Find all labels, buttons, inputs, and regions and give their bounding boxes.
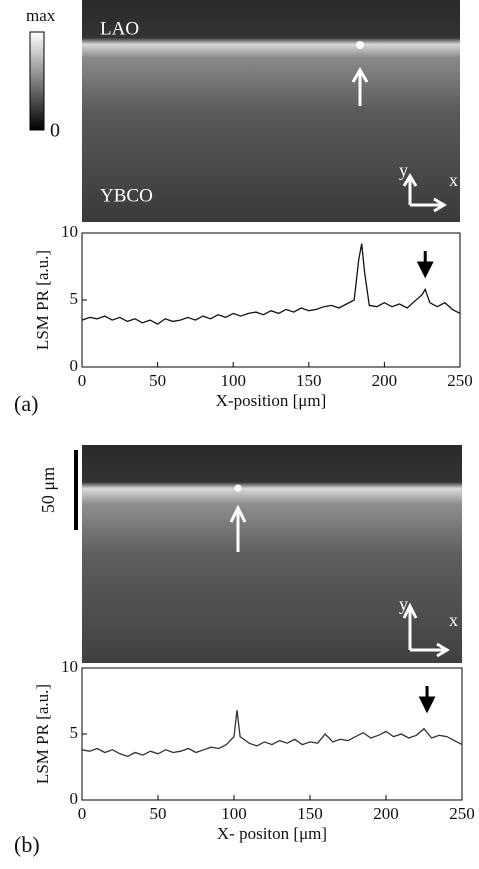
x-axis-label: X-position [μm] (216, 391, 327, 410)
arrow (418, 686, 436, 714)
y-axis-label: LSM PR [a.u.] (33, 250, 52, 350)
axes-glyph-label: y (399, 594, 408, 614)
axes-glyph-label: x (449, 170, 458, 190)
y-tick-label: 10 (61, 222, 78, 241)
y-axis-label: LSM PR [a.u.] (33, 684, 52, 784)
x-tick-label: 250 (449, 804, 475, 823)
axes-glyph-label: x (449, 610, 458, 630)
x-axis-label: X- positon [μm] (217, 824, 327, 843)
x-tick-label: 150 (296, 371, 322, 390)
y-tick-label: 10 (61, 657, 78, 676)
colorbar-label: 0 (50, 120, 60, 142)
x-tick-label: 250 (447, 371, 473, 390)
y-tick-label: 0 (70, 356, 79, 375)
hot-spot (234, 484, 242, 492)
x-tick-label: 0 (78, 804, 87, 823)
image-label: LAO (100, 18, 139, 39)
x-tick-label: 200 (372, 371, 398, 390)
data-line (81, 710, 463, 758)
colorbar (29, 31, 45, 131)
x-tick-label: 50 (149, 371, 166, 390)
panel-label: (a) (14, 391, 38, 416)
axes-glyph-label: y (399, 160, 408, 180)
micrograph (82, 445, 462, 663)
x-tick-label: 100 (220, 371, 246, 390)
scale-bar-label: 50 μm (38, 467, 58, 513)
hot-spot (356, 41, 364, 49)
axes-glyph (402, 602, 450, 658)
axes-glyph (402, 173, 447, 213)
y-tick-label: 5 (70, 289, 79, 308)
x-tick-label: 200 (373, 804, 399, 823)
x-tick-label: 100 (221, 804, 247, 823)
x-tick-label: 50 (150, 804, 167, 823)
arrow (416, 251, 434, 279)
y-tick-label: 5 (70, 723, 79, 742)
plot-frame (81, 667, 463, 801)
arrow (229, 504, 247, 552)
colorbar-label: max (26, 6, 56, 25)
micrograph (82, 0, 460, 222)
image-label: YBCO (100, 185, 153, 206)
data-line (81, 243, 461, 325)
panel-label: (b) (14, 832, 40, 857)
plot-frame (81, 232, 461, 368)
arrow (351, 67, 369, 106)
x-tick-label: 150 (297, 804, 323, 823)
x-tick-label: 0 (78, 371, 87, 390)
y-tick-label: 0 (70, 789, 79, 808)
